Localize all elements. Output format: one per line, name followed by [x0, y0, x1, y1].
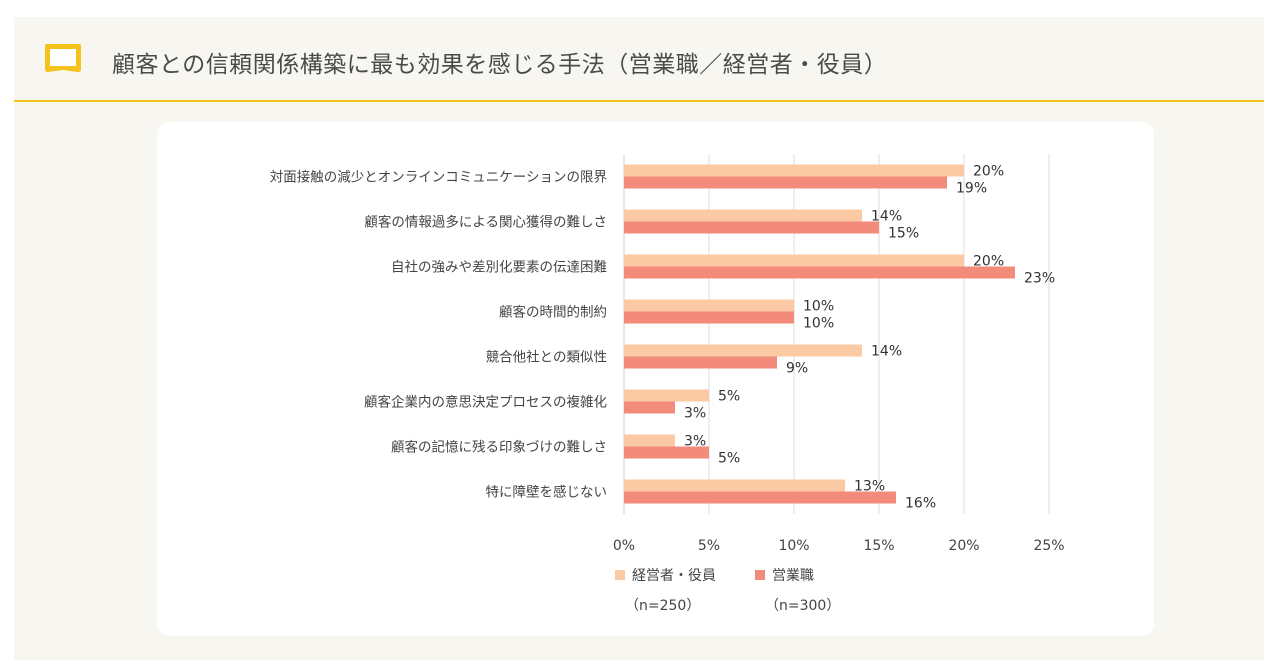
data-label: 5%	[718, 389, 740, 405]
data-label: 10%	[803, 299, 834, 315]
bar	[624, 344, 862, 357]
x-tick-label: 20%	[948, 538, 979, 554]
bar	[624, 266, 1015, 279]
legend-note: （n=250）	[625, 598, 700, 614]
page-title: 顧客との信頼関係構築に最も効果を感じる手法（営業職／経営者・役員）	[112, 52, 888, 78]
header: 顧客との信頼関係構築に最も効果を感じる手法（営業職／経営者・役員）	[14, 17, 1264, 102]
bar	[624, 356, 777, 369]
bar	[624, 299, 794, 312]
x-tick-label: 0%	[613, 538, 635, 554]
data-label: 16%	[905, 496, 936, 512]
category-label: 対面接触の減少とオンラインコミュニケーションの限界	[270, 169, 607, 186]
bar	[624, 446, 709, 459]
category-label: 顧客の情報過多による関心獲得の難しさ	[364, 214, 607, 231]
bar	[624, 311, 794, 324]
bar	[624, 254, 964, 267]
book-icon	[45, 44, 81, 72]
bar	[624, 209, 862, 222]
legend-swatch	[615, 570, 625, 580]
category-label: 顧客の時間的制約	[499, 304, 607, 321]
bar	[624, 221, 879, 234]
grid-lines	[623, 154, 1050, 514]
x-tick-label: 5%	[698, 538, 720, 554]
bar-chart: 20%19%14%15%20%23%10%10%14%9%5%3%3%5%13%…	[270, 154, 1065, 614]
data-label: 9%	[786, 361, 808, 377]
legend-label: 営業職	[772, 568, 814, 584]
data-label: 20%	[973, 254, 1004, 270]
data-label: 3%	[684, 406, 706, 422]
x-tick-label: 15%	[863, 538, 894, 554]
category-label: 顧客の記憶に残る印象づけの難しさ	[391, 439, 607, 456]
category-label: 顧客企業内の意思決定プロセスの複雑化	[364, 394, 607, 411]
chart-card: 20% 19% 14% 15% 20% 23% 10% 10% 14% 9% 5% 3% 3% 5% 13%…	[157, 122, 1154, 636]
data-label: 13%	[854, 479, 885, 495]
bar	[624, 491, 896, 504]
bar	[624, 401, 675, 414]
data-label: 5%	[718, 451, 740, 467]
data-label: 23%	[1024, 271, 1055, 287]
category-labels: 対面接触の減少とオンラインコミュニケーションの限界顧客の情報過多による関心獲得の…	[270, 169, 607, 501]
data-label: 19%	[956, 181, 987, 197]
legend-note: （n=300）	[765, 598, 840, 614]
legend: 経営者・役員 （n=250） 営業職 （n=300）	[615, 568, 840, 614]
bar	[624, 164, 964, 177]
bar	[624, 389, 709, 402]
category-label: 自社の強みや差別化要素の伝達困難	[391, 260, 607, 276]
category-label: 特に障壁を感じない	[486, 484, 608, 501]
legend-swatch	[755, 570, 765, 580]
x-tick-label: 25%	[1033, 538, 1064, 554]
data-label: 10%	[803, 316, 834, 332]
bar	[624, 176, 947, 189]
data-label: 14%	[871, 209, 902, 225]
category-label: 競合他社との類似性	[486, 350, 607, 366]
x-tick-labels: 0% 5% 10% 15% 20% 25%	[613, 538, 1065, 554]
data-label: 20%	[973, 164, 1004, 180]
bar	[624, 434, 675, 447]
data-label: 3%	[684, 434, 706, 450]
x-tick-label: 10%	[778, 538, 809, 554]
bar	[624, 479, 845, 492]
legend-label: 経営者・役員	[632, 568, 716, 584]
bars: 20%19%14%15%20%23%10%10%14%9%5%3%3%5%13%…	[624, 164, 1055, 512]
data-label: 15%	[888, 226, 919, 242]
data-label: 14%	[871, 344, 902, 360]
